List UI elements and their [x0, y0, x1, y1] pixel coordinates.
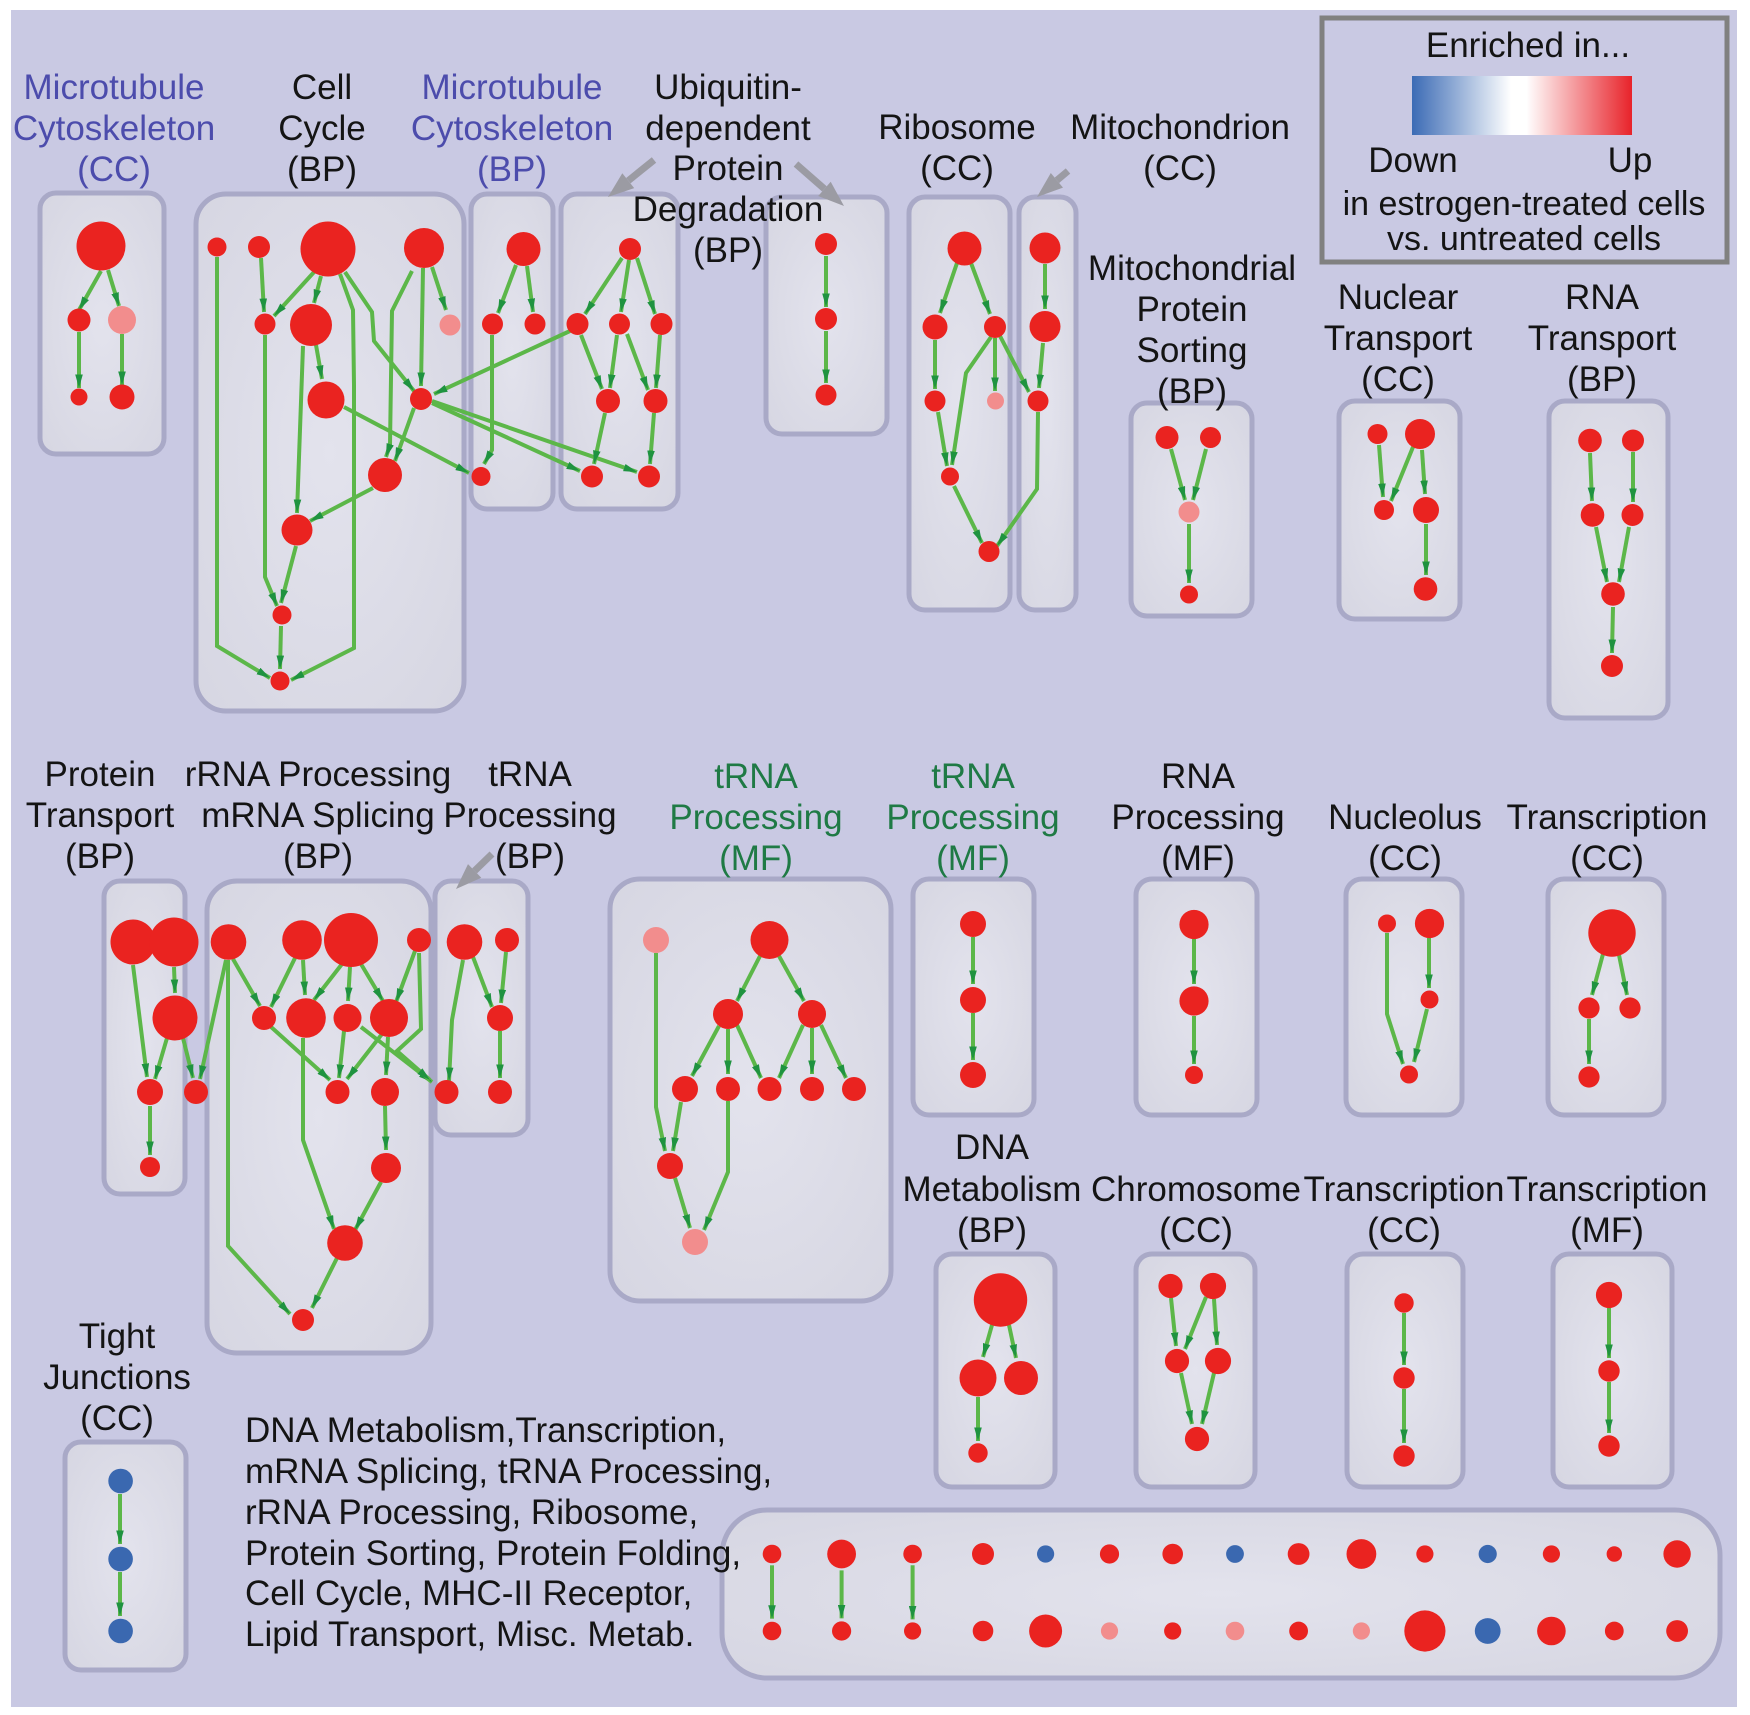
svg-text:Protein: Protein	[1137, 290, 1248, 329]
svg-text:(CC): (CC)	[80, 1399, 154, 1438]
svg-text:(CC): (CC)	[1143, 149, 1217, 188]
svg-text:Transport: Transport	[1528, 319, 1677, 358]
svg-text:Sorting: Sorting	[1137, 331, 1248, 370]
svg-text:Mitochondrion: Mitochondrion	[1070, 108, 1290, 147]
svg-text:(BP): (BP)	[287, 150, 357, 189]
svg-text:(CC): (CC)	[920, 149, 994, 188]
svg-text:Chromosome: Chromosome	[1091, 1170, 1301, 1209]
svg-text:Ribosome: Ribosome	[878, 108, 1036, 147]
svg-text:Down: Down	[1368, 141, 1457, 180]
svg-text:Cell Cycle, MHC-II Receptor,: Cell Cycle, MHC-II Receptor,	[245, 1574, 692, 1613]
svg-text:(BP): (BP)	[495, 837, 565, 876]
svg-text:Nuclear: Nuclear	[1338, 278, 1459, 317]
svg-text:(BP): (BP)	[65, 837, 135, 876]
svg-text:tRNA: tRNA	[488, 755, 572, 794]
svg-text:Cycle: Cycle	[278, 109, 366, 148]
svg-text:Cytoskeleton: Cytoskeleton	[411, 109, 613, 148]
svg-text:Nucleolus: Nucleolus	[1328, 798, 1482, 837]
svg-text:Processing: Processing	[1111, 798, 1284, 837]
svg-text:(MF): (MF)	[936, 839, 1010, 878]
svg-text:Processing: Processing	[669, 798, 842, 837]
svg-text:(CC): (CC)	[1367, 1211, 1441, 1250]
svg-text:Protein: Protein	[45, 755, 156, 794]
svg-text:(CC): (CC)	[77, 150, 151, 189]
svg-text:Tight: Tight	[79, 1317, 156, 1356]
svg-text:Ubiquitin-: Ubiquitin-	[654, 68, 802, 107]
svg-text:Protein Sorting, Protein Foldi: Protein Sorting, Protein Folding,	[245, 1534, 741, 1573]
svg-text:vs. untreated cells: vs. untreated cells	[1387, 220, 1661, 258]
svg-text:(BP): (BP)	[693, 231, 763, 270]
svg-text:Up: Up	[1608, 141, 1653, 180]
svg-text:Metabolism: Metabolism	[903, 1170, 1082, 1209]
svg-text:Cytoskeleton: Cytoskeleton	[13, 109, 215, 148]
svg-text:mRNA Splicing: mRNA Splicing	[201, 796, 434, 835]
svg-text:Microtubule: Microtubule	[422, 68, 603, 107]
svg-text:Cell: Cell	[292, 68, 352, 107]
svg-text:Transport: Transport	[1324, 319, 1473, 358]
svg-text:(CC): (CC)	[1570, 839, 1644, 878]
svg-text:Transcription: Transcription	[1507, 1170, 1708, 1209]
svg-text:Junctions: Junctions	[43, 1358, 191, 1397]
svg-text:(MF): (MF)	[719, 839, 793, 878]
svg-text:dependent: dependent	[645, 109, 811, 148]
svg-text:RNA: RNA	[1565, 278, 1640, 317]
svg-text:Microtubule: Microtubule	[24, 68, 205, 107]
svg-text:Transcription: Transcription	[1304, 1170, 1505, 1209]
svg-text:(CC): (CC)	[1159, 1211, 1233, 1250]
svg-text:DNA: DNA	[955, 1128, 1030, 1167]
svg-text:Enriched in...: Enriched in...	[1426, 26, 1630, 65]
svg-text:rRNA Processing: rRNA Processing	[185, 755, 451, 794]
svg-text:mRNA Splicing, tRNA Processing: mRNA Splicing, tRNA Processing,	[245, 1452, 772, 1491]
svg-text:Mitochondrial: Mitochondrial	[1088, 249, 1296, 288]
svg-text:(MF): (MF)	[1161, 839, 1235, 878]
svg-text:(BP): (BP)	[477, 150, 547, 189]
svg-text:(BP): (BP)	[1567, 360, 1637, 399]
svg-text:(CC): (CC)	[1361, 360, 1435, 399]
svg-text:Transcription: Transcription	[1507, 798, 1708, 837]
svg-text:Processing: Processing	[443, 796, 616, 835]
svg-text:Protein: Protein	[673, 149, 784, 188]
svg-text:(MF): (MF)	[1570, 1211, 1644, 1250]
svg-text:rRNA Processing, Ribosome,: rRNA Processing, Ribosome,	[245, 1493, 698, 1532]
svg-text:(BP): (BP)	[957, 1211, 1027, 1250]
svg-text:tRNA: tRNA	[931, 757, 1015, 796]
svg-text:(BP): (BP)	[1157, 372, 1227, 411]
svg-text:in estrogen-treated cells: in estrogen-treated cells	[1343, 185, 1706, 223]
svg-text:(CC): (CC)	[1368, 839, 1442, 878]
svg-text:RNA: RNA	[1161, 757, 1236, 796]
svg-text:Lipid Transport, Misc. Metab.: Lipid Transport, Misc. Metab.	[245, 1615, 694, 1654]
svg-text:DNA Metabolism,Transcription,: DNA Metabolism,Transcription,	[245, 1411, 726, 1450]
svg-text:(BP): (BP)	[283, 837, 353, 876]
svg-text:Degradation: Degradation	[633, 190, 824, 229]
svg-text:tRNA: tRNA	[714, 757, 798, 796]
svg-text:Transport: Transport	[26, 796, 175, 835]
svg-text:Processing: Processing	[886, 798, 1059, 837]
